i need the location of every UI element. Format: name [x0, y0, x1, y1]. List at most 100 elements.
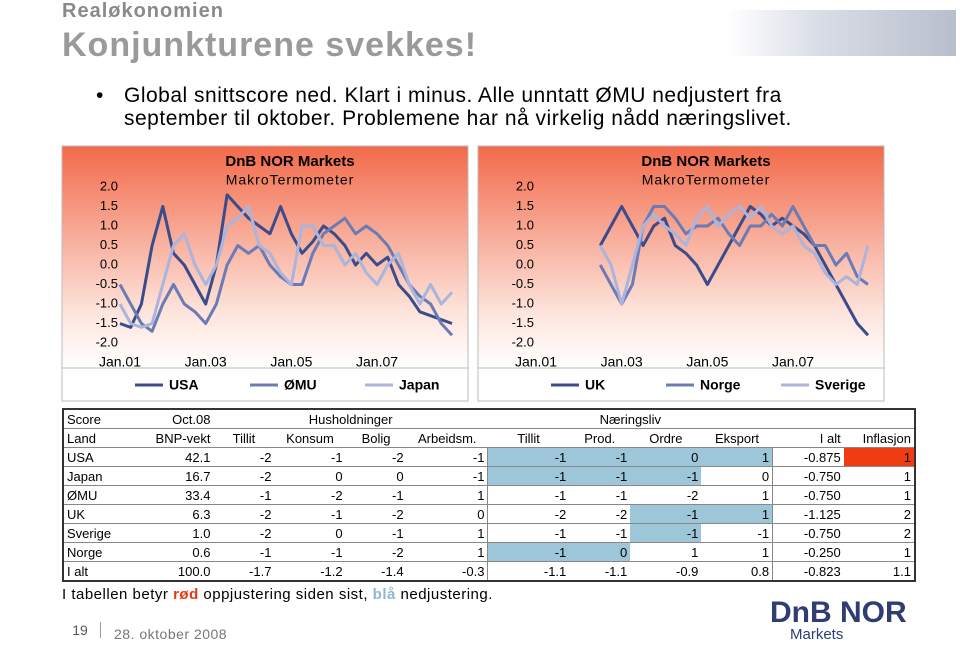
table-cell: 1 [843, 466, 915, 486]
table-cell: Oct.08 [134, 408, 214, 429]
series-line [598, 205, 870, 337]
table-cell: 0 [630, 447, 702, 467]
y-tick-label: 1.0 [516, 217, 534, 232]
y-tick-label: -2.0 [512, 334, 534, 349]
table-row: UK 6.3 -2 -1 -2 0 -2 -2 -1 1 -1.125 2 [63, 504, 915, 524]
x-tick-label: Jan.01 [99, 354, 141, 370]
table-cell: Tillit [213, 428, 275, 448]
chart-title: DnB NOR Markets [641, 153, 770, 170]
table-cell: 1 [406, 485, 489, 505]
table-cell: ØMU [63, 485, 135, 505]
bullet-text: Global snittscore ned. Klart i minus. Al… [124, 84, 792, 130]
table-cell: -0.750 [772, 523, 844, 543]
legend-label: USA [169, 377, 199, 393]
legend-label: Sverige [815, 377, 866, 393]
table-cell: 0 [569, 542, 631, 562]
footnote-red: rød [173, 586, 199, 603]
logo: DnB NOR [770, 596, 907, 629]
table-cell: 2 [843, 504, 915, 524]
table-cell: I alt [772, 428, 844, 448]
legend-label: ØMU [284, 377, 317, 393]
table-cell: 1 [843, 542, 915, 562]
y-tick-label: 2.0 [100, 178, 118, 193]
table-cell: -0.875 [772, 447, 844, 467]
footnote-text: nedjustering. [395, 586, 493, 603]
table-cell: -1 [569, 466, 631, 486]
table-cell: -1 [213, 542, 275, 562]
y-tick-label: 0.5 [516, 237, 534, 252]
y-tick-label: 1.0 [100, 217, 118, 232]
chart: DnB NOR Markets MakroTermometer -2.0 -1.5 -1… [61, 145, 469, 402]
y-tick-label: 0.0 [516, 256, 534, 271]
table-cell: -0.750 [772, 485, 844, 505]
table-cell: 2 [843, 523, 915, 543]
table-cell: Sverige [63, 523, 135, 543]
table-cell: 1 [406, 542, 489, 562]
table-cell: 1 [630, 542, 702, 562]
decor-image [728, 10, 956, 56]
table-cell: 42.1 [134, 447, 214, 467]
series-line [118, 205, 454, 329]
table-cell: -1 [487, 542, 570, 562]
table-cell: BNP-vekt [134, 428, 214, 448]
table-cell: 16.7 [134, 466, 214, 486]
chart-title: DnB NOR Markets [225, 153, 354, 170]
table-row: I alt 100.0 -1.7 -1.2 -1.4 -0.3 -1.1 -1.1 -0.9 0.… [63, 561, 915, 581]
table-cell: -2 [345, 542, 407, 562]
chart: DnB NOR Markets MakroTermometer -2.0 -1.5 -1… [477, 145, 885, 402]
table-row: Score Oct.08 Husholdninger Næringsliv [63, 408, 915, 429]
table-row: Japan 16.7 -2 0 0 -1 -1 -1 -1 0 -0.750 1 [63, 466, 915, 486]
y-tick-label: -1.5 [512, 315, 534, 330]
legend-label: Japan [399, 377, 439, 393]
table-cell [772, 408, 915, 429]
table-cell: Prod. [569, 428, 631, 448]
table-cell: -1.125 [772, 504, 844, 524]
table-cell: 0.6 [134, 542, 214, 562]
table-cell: I alt [63, 561, 135, 581]
x-tick-label: Jan.03 [185, 354, 227, 370]
chart-subtitle: MakroTermometer [226, 172, 355, 188]
table-cell: -2 [569, 504, 631, 524]
y-tick-label: 0.0 [100, 256, 118, 271]
x-tick-label: Jan.01 [515, 354, 557, 370]
y-tick-label: -2.0 [96, 334, 118, 349]
table-cell: -1.2 [274, 561, 346, 581]
table-cell: -1 [630, 504, 702, 524]
footnote-blue: blå [372, 586, 396, 603]
table-cell: -1 [274, 542, 346, 562]
table-cell: -2 [274, 485, 346, 505]
y-tick-label: -0.5 [96, 276, 118, 291]
table-cell: -1 [630, 523, 702, 543]
table-cell: -0.3 [406, 561, 489, 581]
table-cell: 0 [274, 523, 346, 543]
x-tick-label: Jan.07 [356, 354, 398, 370]
table-cell: -1 [701, 523, 774, 543]
series-line [119, 193, 453, 329]
table-cell: 0 [406, 504, 489, 524]
table-cell: Land [63, 428, 135, 448]
table-cell: -1 [487, 466, 570, 486]
table-cell: -1 [274, 447, 346, 467]
table-cell: -1.4 [345, 561, 407, 581]
table-cell: 0 [345, 466, 407, 486]
x-tick-label: Jan.05 [270, 354, 312, 370]
y-tick-label: -1.5 [96, 315, 118, 330]
table-cell: 0 [701, 466, 774, 486]
table-cell: 1 [843, 485, 915, 505]
y-tick-label: -1.0 [512, 295, 534, 310]
table-cell: Husholdninger [213, 408, 488, 429]
table-cell: -2 [487, 504, 570, 524]
table-cell: Næringsliv [487, 408, 773, 429]
y-tick-label: -1.0 [96, 295, 118, 310]
table-cell: Score [63, 408, 135, 429]
table-cell: -2 [345, 447, 407, 467]
table-cell: Bolig [345, 428, 407, 448]
table-cell: 1.0 [134, 523, 214, 543]
bullet-dot: • [96, 84, 104, 107]
table-cell: UK [63, 504, 135, 524]
table-cell: 1 [701, 504, 774, 524]
table-row: Sverige 1.0 -2 0 -1 1 -1 -1 -1 -1 -0.750 2 [63, 523, 915, 543]
page-number: 19 [60, 622, 101, 638]
table-cell: -0.750 [772, 466, 844, 486]
